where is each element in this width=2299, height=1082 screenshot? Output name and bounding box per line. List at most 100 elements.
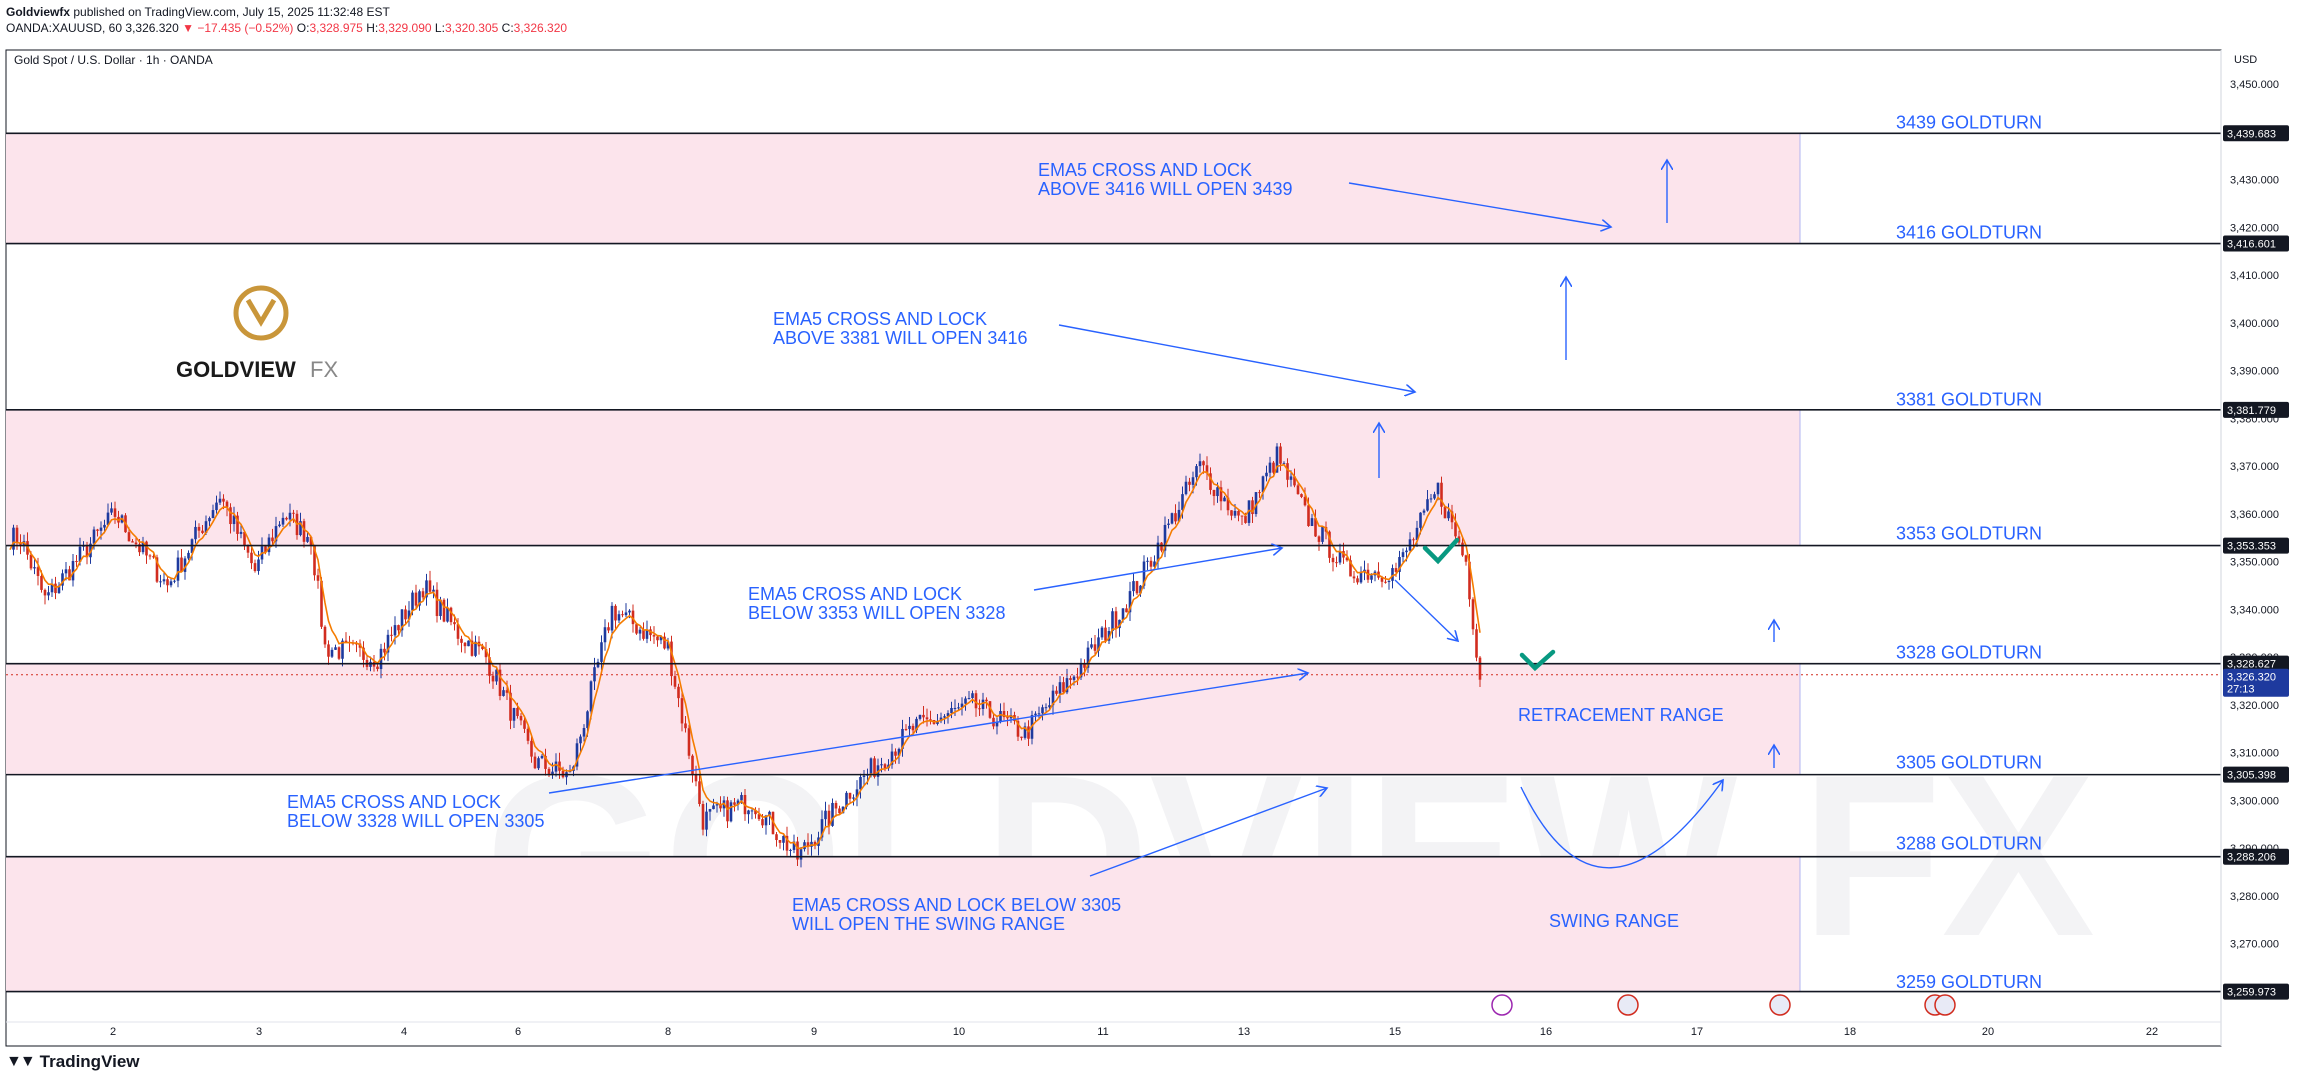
ema5-line <box>9 463 1481 850</box>
candle <box>1384 581 1387 583</box>
candle <box>1335 562 1338 564</box>
candle <box>1286 463 1289 480</box>
candle <box>1006 717 1009 719</box>
candle <box>162 579 166 582</box>
candle <box>1310 518 1314 527</box>
candle <box>939 717 943 722</box>
goldturn-label-3: 3353 GOLDTURN <box>1896 523 2042 543</box>
x-tick-13: 20 <box>1982 1026 1994 1038</box>
candle <box>99 527 103 531</box>
candle <box>1146 560 1149 562</box>
candle <box>1111 611 1114 632</box>
candle <box>15 527 19 543</box>
candle <box>418 591 421 606</box>
candle <box>106 512 110 525</box>
tradingview-logo[interactable]: ▼▼ TradingView <box>6 1052 140 1072</box>
us-flag-event-icon[interactable] <box>1934 994 1956 1016</box>
ema-layer <box>9 463 1481 850</box>
candle <box>943 716 946 718</box>
candle <box>1454 522 1457 537</box>
candle <box>638 629 642 634</box>
y-tick-10: 3,340.000 <box>2230 604 2279 616</box>
candle <box>1328 531 1331 558</box>
candle <box>1349 560 1352 577</box>
candle <box>1401 552 1405 558</box>
candle <box>733 802 736 805</box>
candle <box>313 545 316 576</box>
candle <box>1209 473 1212 490</box>
candle <box>1289 476 1293 480</box>
candle <box>309 536 313 546</box>
last-price: 3,326.320 <box>125 21 179 35</box>
candle <box>509 692 512 721</box>
candle <box>1034 713 1037 716</box>
us-flag-event-icon[interactable] <box>1769 994 1791 1016</box>
annotation-1-line2: ABOVE 3381 WILL OPEN 3416 <box>773 328 1027 348</box>
candle <box>530 740 533 757</box>
candle <box>544 755 547 769</box>
candle <box>1153 561 1156 567</box>
author-name[interactable]: Goldviewfx <box>6 5 71 19</box>
candle <box>1195 466 1198 478</box>
candle <box>215 502 218 511</box>
candle <box>50 583 54 593</box>
candle <box>194 526 197 540</box>
candle <box>1086 647 1090 668</box>
y-tick-12: 3,320.000 <box>2230 700 2279 712</box>
candle <box>327 644 330 657</box>
candle <box>890 751 894 765</box>
candle <box>1436 482 1440 495</box>
candle <box>1398 557 1401 572</box>
candle <box>995 722 999 727</box>
tradingview-icon: ▼▼ <box>6 1053 36 1070</box>
x-tick-9: 15 <box>1389 1026 1401 1038</box>
goldview-name: GOLDVIEW <box>176 357 296 382</box>
candle <box>411 592 414 611</box>
candle <box>1314 518 1317 537</box>
close-label: C: <box>501 21 514 35</box>
candle <box>1125 608 1128 613</box>
candle <box>1160 542 1163 551</box>
candle <box>187 552 190 559</box>
candle <box>1478 657 1482 680</box>
candle <box>1426 499 1429 511</box>
candle <box>600 642 603 662</box>
high-value: 3,329.090 <box>378 21 432 35</box>
arrow-0 <box>1348 182 1611 227</box>
candle <box>1181 494 1184 510</box>
symbol-label[interactable]: OANDA:XAUUSD, 60 <box>6 21 123 35</box>
candle <box>813 841 817 846</box>
candle <box>1261 476 1265 493</box>
dividend-event-icon[interactable] <box>1491 994 1513 1016</box>
candle <box>449 607 453 623</box>
candle <box>421 591 425 598</box>
candle <box>292 512 295 514</box>
candle <box>1212 489 1216 497</box>
price-tag-6: 3,288.206 <box>2227 852 2276 864</box>
candle <box>1177 509 1181 522</box>
candle <box>827 810 831 826</box>
candle <box>467 640 470 647</box>
goldturn-label-1: 3416 GOLDTURN <box>1896 222 2042 242</box>
candle <box>1219 487 1223 502</box>
us-flag-event-icon[interactable] <box>1617 994 1639 1016</box>
candle <box>1079 663 1083 678</box>
candle <box>337 647 341 659</box>
goldturn-label-5: 3305 GOLDTURN <box>1896 753 2042 773</box>
candle <box>155 557 159 582</box>
retracement-range-label: RETRACEMENT RANGE <box>1518 705 1724 725</box>
quote-line: OANDA:XAUUSD, 60 3,326.320 ▼ −17.435 (−0… <box>6 20 567 36</box>
candle <box>299 521 302 536</box>
goldturn-label-2: 3381 GOLDTURN <box>1896 390 2042 410</box>
candle <box>1170 513 1174 524</box>
zone-3 <box>6 856 1800 992</box>
price-tag-bg-5 <box>2223 766 2289 783</box>
candle <box>652 635 656 637</box>
candle <box>470 640 474 656</box>
price-axis[interactable]: USD 3,450.000 3,430.000 3,420.000 3,410.000 3… <box>2220 50 2289 1046</box>
time-axis[interactable]: 2 3 4 6 8 9 10 11 13 15 16 17 18 20 22 <box>6 994 2221 1038</box>
candle <box>981 699 985 710</box>
candle <box>1139 585 1142 594</box>
candle <box>1233 510 1237 516</box>
